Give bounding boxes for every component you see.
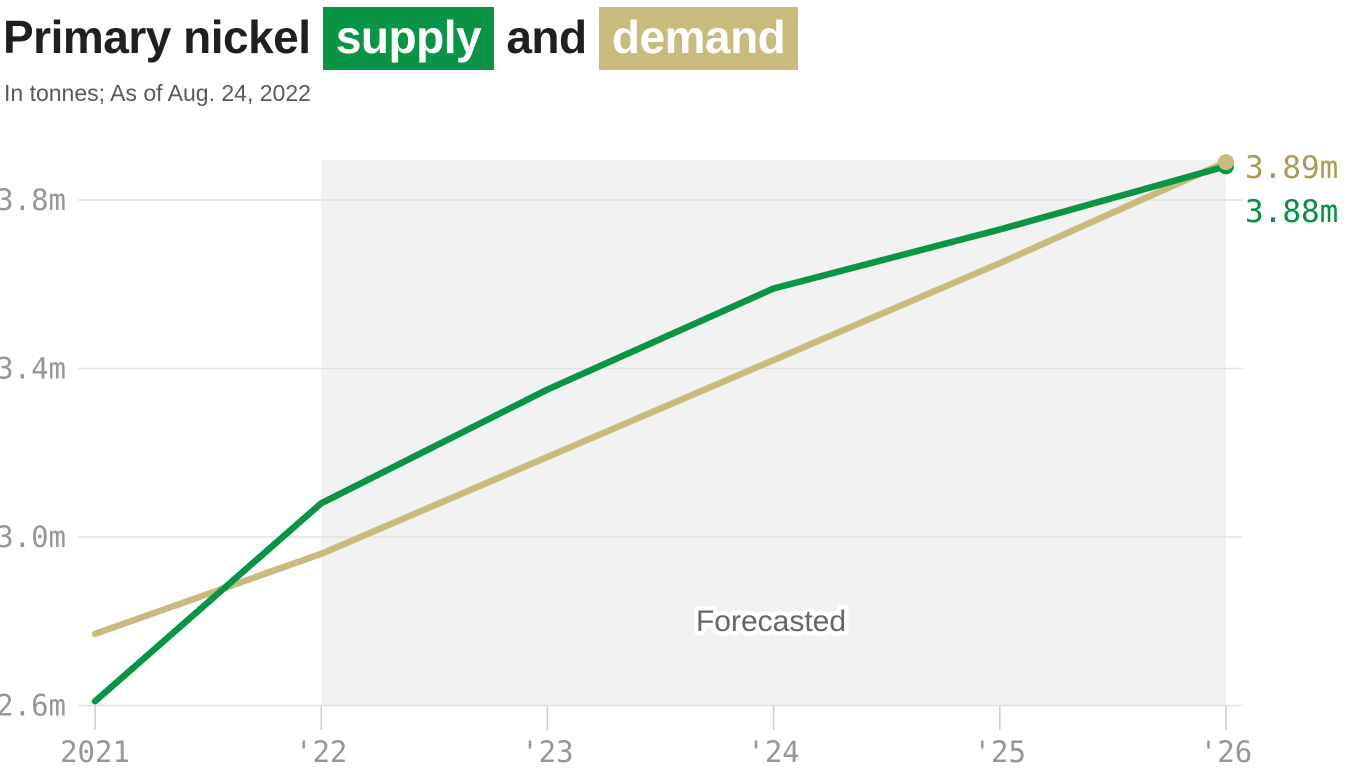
forecast-label: Forecasted <box>696 605 846 638</box>
demand-end-dot <box>1218 154 1234 171</box>
y-axis-label: 3.4m <box>0 352 66 386</box>
title-and: and <box>506 11 587 63</box>
y-axis-label: 3.8m <box>0 183 66 217</box>
x-axis-label: '24 <box>747 735 799 768</box>
y-axis-labels-group: 2.6m 3.0m 3.4m 3.8m <box>0 183 66 723</box>
y-axis-label: 2.6m <box>0 689 66 723</box>
title-lead: Primary nickel <box>3 11 311 63</box>
chart-subtitle: In tonnes; As of Aug. 24, 2022 <box>4 80 311 106</box>
x-axis-label: '22 <box>295 735 347 768</box>
demand-end-value-label: 3.89m <box>1245 150 1338 186</box>
x-axis-label: 2021 <box>60 735 130 768</box>
forecast-region <box>321 160 1226 706</box>
supply-line <box>91 163 1230 705</box>
demand-line <box>91 158 1230 638</box>
demand-highlight: demand <box>598 7 799 70</box>
x-axis-label: '23 <box>521 735 573 768</box>
gridlines-group <box>78 199 1243 707</box>
chart-title: Primary nickel supply and demand <box>3 4 1363 70</box>
chart-header: Primary nickel supply and demand In tonn… <box>3 4 1363 107</box>
supply-end-value-label: 3.88m <box>1245 194 1338 230</box>
x-axis-label: '26 <box>1200 735 1252 768</box>
x-axis-group: 2021 '22 '23 '24 '25 '26 <box>60 705 1252 768</box>
supply-highlight: supply <box>322 7 495 70</box>
x-axis-label: '25 <box>974 735 1026 768</box>
y-axis-label: 3.0m <box>0 520 66 554</box>
